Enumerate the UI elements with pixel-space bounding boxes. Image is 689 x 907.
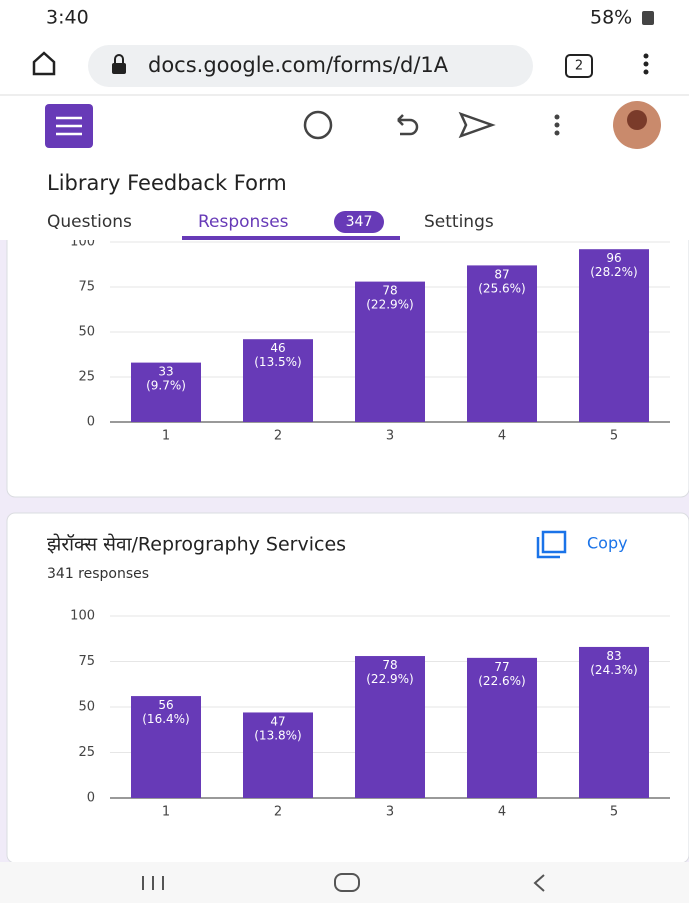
y-tick-label: 100 xyxy=(70,609,95,624)
y-tick-label: 0 xyxy=(87,415,95,430)
x-tick-label: 3 xyxy=(386,429,394,444)
y-tick-label: 25 xyxy=(78,370,95,385)
lock-icon xyxy=(112,63,126,74)
y-tick-label: 0 xyxy=(87,791,95,806)
form-title: Library Feedback Form xyxy=(47,171,287,195)
x-tick-label: 1 xyxy=(162,429,170,444)
chart-title: झेरॉक्स सेवा/Reprography Services xyxy=(47,533,346,556)
header-bg xyxy=(0,0,689,240)
y-tick-label: 75 xyxy=(78,280,95,295)
y-tick-label: 50 xyxy=(78,700,95,715)
tab-active[interactable]: Responses xyxy=(198,212,289,232)
x-tick-label: 5 xyxy=(610,429,618,444)
y-tick-label: 50 xyxy=(78,325,95,340)
tab[interactable]: Questions xyxy=(47,212,132,232)
screen: 3:40 58% docs.google.com/forms/d/1A 2 Li… xyxy=(0,0,689,903)
response-count: 347 xyxy=(346,214,373,230)
x-tick-label: 4 xyxy=(498,429,506,444)
x-tick-label: 3 xyxy=(386,805,394,820)
x-tick-label: 2 xyxy=(274,805,282,820)
x-tick-label: 2 xyxy=(274,429,282,444)
tab-count: 2 xyxy=(575,59,583,74)
time: 3:40 xyxy=(46,7,89,29)
y-tick-label: 25 xyxy=(78,745,95,760)
menu-icon[interactable] xyxy=(644,54,649,75)
battery: 58% xyxy=(590,7,632,29)
url-clip: docs.google.com/forms/d/1A xyxy=(148,53,449,77)
battery-icon xyxy=(642,11,654,25)
x-tick-label: 4 xyxy=(498,805,506,820)
copy-button[interactable]: Copy xyxy=(587,534,628,553)
url: docs.google.com/forms/d/1A xyxy=(148,53,449,77)
y-tick-label: 75 xyxy=(78,654,95,669)
tab-indicator xyxy=(182,236,400,240)
chart-subtitle: 341 responses xyxy=(47,566,149,582)
nav-bar xyxy=(0,862,689,903)
more-icon[interactable] xyxy=(555,115,560,136)
page: 3:40 58% docs.google.com/forms/d/1A 2 Li… xyxy=(0,0,689,903)
tab[interactable]: Settings xyxy=(424,212,494,232)
x-tick-label: 5 xyxy=(610,805,618,820)
avatar-face xyxy=(627,110,647,130)
x-tick-label: 1 xyxy=(162,805,170,820)
